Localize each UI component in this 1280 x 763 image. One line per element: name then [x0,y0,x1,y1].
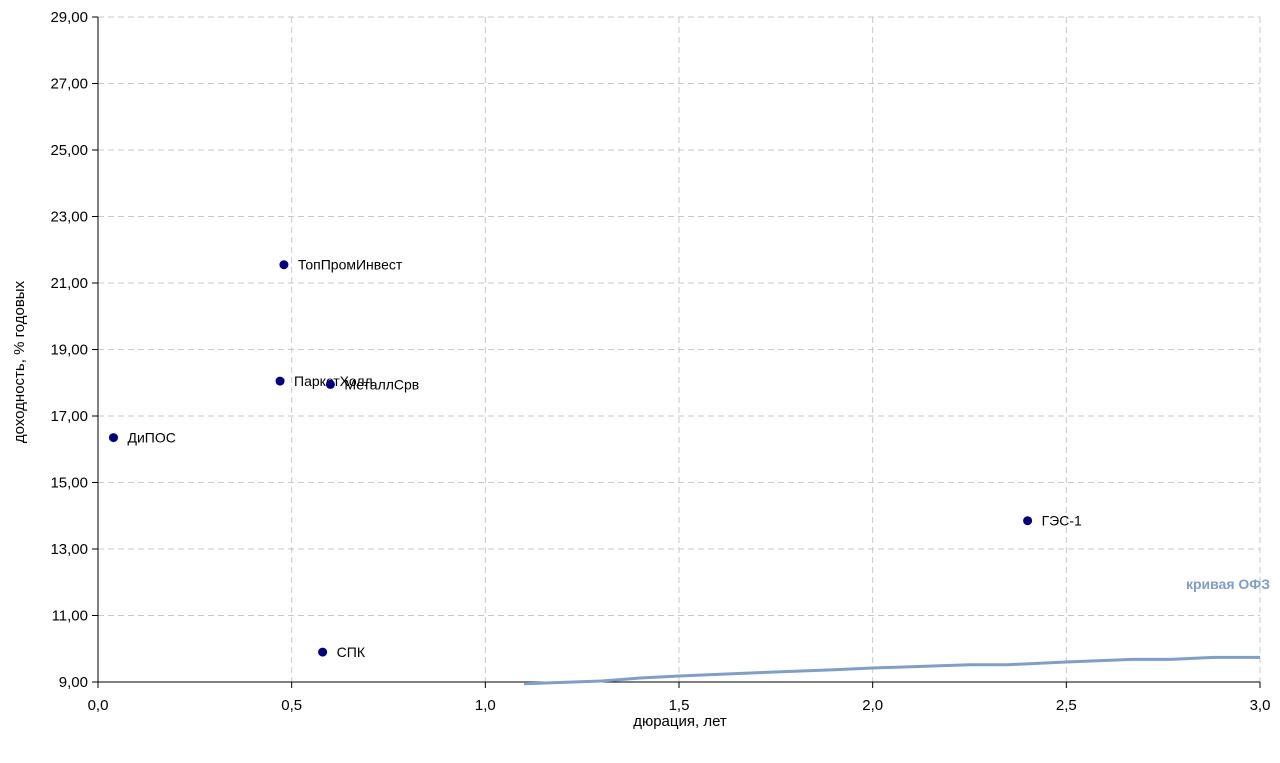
data-point-label: ГЭС-1 [1042,513,1082,529]
y-tick-label: 23,00 [50,209,88,226]
x-tick-labels: 0,0 0,5 1,0 1,5 2,0 2,5 3,0 [88,697,1271,714]
y-axis-title: доходность, % годовых [11,280,28,443]
y-tick-label: 9,00 [59,674,88,691]
y-tick-label: 11,00 [52,608,88,625]
data-point [108,433,118,443]
x-tick-label: 3,0 [1250,697,1271,714]
ofz-curve-line [524,655,1260,686]
ofz-curve-label: кривая ОФЗ [1186,576,1270,592]
x-axis-title: дюрация, лет [633,713,727,730]
ofz-curve-group: кривая ОФЗ [524,576,1270,686]
data-point [1023,516,1033,526]
x-tick-label: 0,0 [88,697,109,714]
y-tick-label: 15,00 [50,475,88,492]
data-point [279,260,289,270]
y-tick-label: 17,00 [50,408,88,425]
y-tick-label: 13,00 [50,541,88,558]
data-point-label: ТопПромИнвест [298,257,403,273]
x-tick-label: 2,5 [1056,697,1077,714]
gridlines [98,16,1261,682]
x-tick-label: 0,5 [281,697,302,714]
data-point-label: МеталлСрв [344,376,419,392]
data-point-label: СПК [337,644,366,660]
y-tick-label: 21,00 [50,275,88,292]
data-point [275,376,285,386]
y-tick-label: 29,00 [50,9,88,26]
axes [92,16,1261,688]
x-tick-label: 1,0 [475,697,496,714]
data-point [318,647,328,657]
y-tick-label: 25,00 [50,142,88,159]
x-tick-label: 2,0 [862,697,883,714]
y-tick-label: 19,00 [50,342,88,359]
data-point-label: ДиПОС [127,430,175,446]
data-points: ТопПромИнвестПаркетХоллМеталлСрвДиПОСГЭС… [108,257,1082,660]
data-point [325,379,335,389]
x-tick-label: 1,5 [669,697,690,714]
y-tick-label: 27,00 [50,76,88,93]
y-tick-labels: 9,00 11,00 13,00 15,00 17,00 19,00 21,00 23,00 2… [50,9,88,691]
